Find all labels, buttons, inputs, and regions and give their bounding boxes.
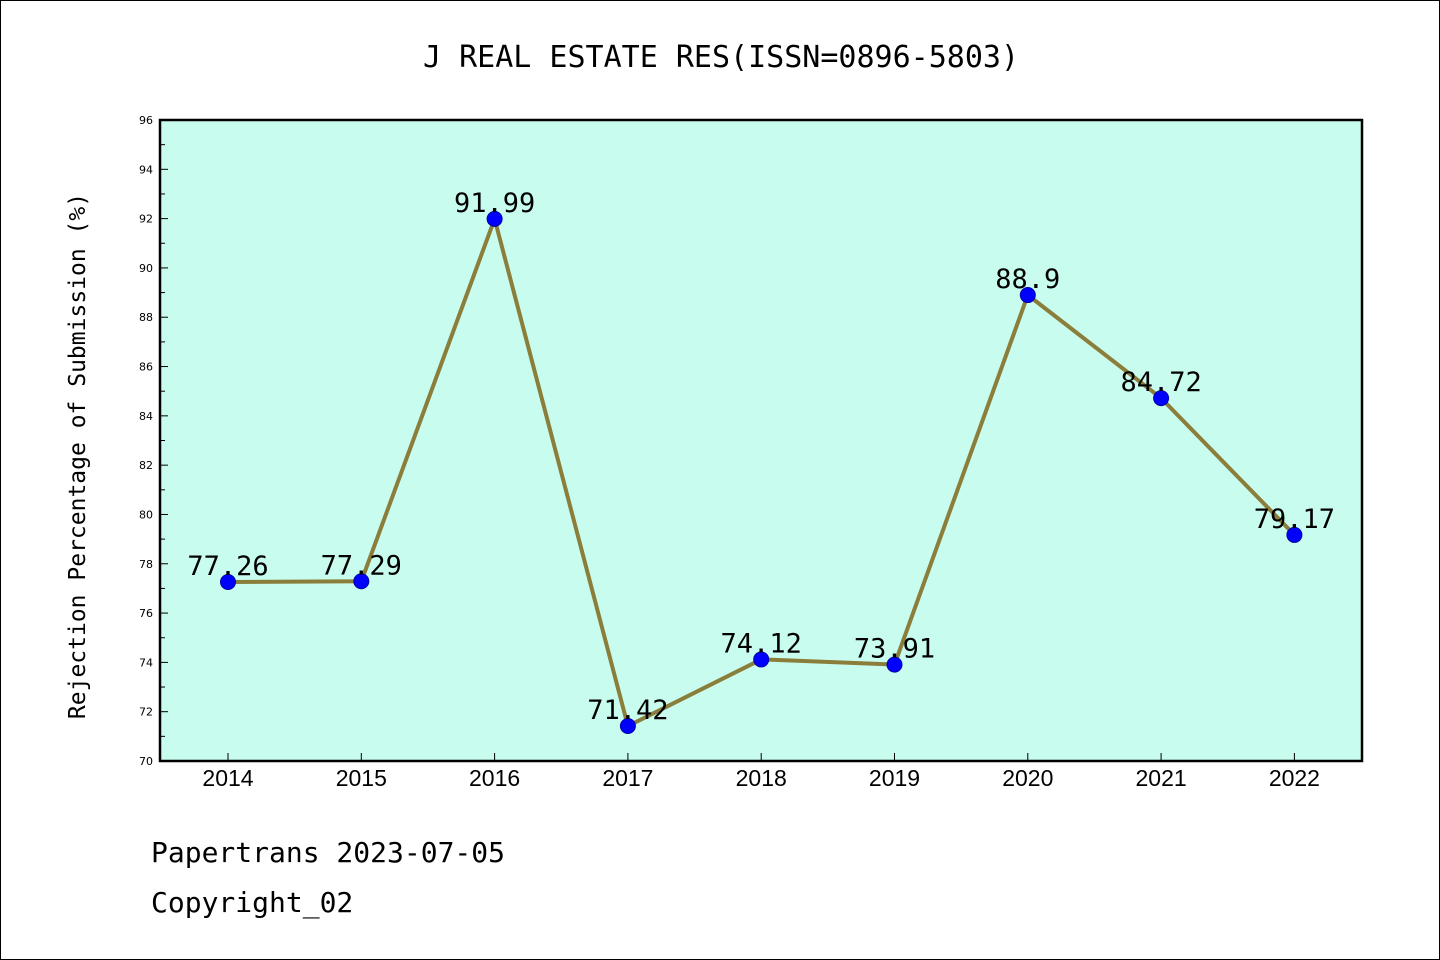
y-axis-label: Rejection Percentage of Submission (%) [65, 193, 91, 719]
x-tick-label: 2019 [869, 765, 920, 791]
x-tick-label: 2015 [336, 765, 387, 791]
y-tick-label: 86 [139, 361, 153, 374]
x-tick-label: 2020 [1002, 765, 1053, 791]
y-tick-label: 78 [139, 558, 153, 571]
y-tick-label: 82 [139, 459, 153, 472]
x-tick-label: 2022 [1269, 765, 1320, 791]
chart-title: J REAL ESTATE RES(ISSN=0896-5803) [423, 40, 1019, 75]
x-tick-label: 2018 [736, 765, 787, 791]
data-point [886, 656, 903, 673]
data-point [1286, 526, 1303, 543]
data-point [1019, 287, 1036, 304]
y-axis-ticks: 70 72 74 76 78 80 82 84 86 88 90 92 94 96 [139, 114, 168, 768]
data-point [353, 573, 370, 590]
y-tick-label: 72 [139, 706, 153, 719]
data-label: 79.17 [1254, 504, 1335, 535]
y-tick-label: 74 [139, 656, 153, 669]
data-point [619, 717, 636, 734]
data-label: 73.91 [854, 634, 935, 665]
data-point [220, 574, 236, 591]
x-tick-label: 2014 [202, 765, 253, 791]
series-group: 77.26 77.29 91.99 71.42 74.12 73.91 88.9 84.72 7… [187, 188, 1335, 734]
data-label: 77.26 [187, 551, 268, 582]
x-axis-ticks: 2014 2015 2016 2017 2018 2019 2020 2021 2022 [202, 753, 1320, 791]
x-tick-label: 2017 [602, 765, 653, 791]
y-tick-label: 90 [139, 262, 153, 275]
data-point [753, 651, 770, 668]
y-tick-label: 70 [139, 755, 153, 768]
footer-copyright: Copyright_02 [151, 886, 354, 919]
data-point [1153, 390, 1170, 407]
y-tick-label: 96 [139, 114, 153, 127]
data-label: 77.29 [321, 550, 402, 581]
data-label: 88.9 [995, 264, 1060, 295]
data-label: 84.72 [1120, 367, 1201, 398]
y-tick-label: 80 [139, 508, 153, 521]
data-label: 74.12 [721, 628, 802, 659]
data-label: 71.42 [587, 695, 668, 726]
plot-border [158, 118, 1364, 763]
y-tick-label: 88 [139, 311, 153, 324]
y-tick-label: 84 [139, 410, 153, 423]
data-label: 91.99 [454, 188, 535, 219]
y-tick-label: 76 [139, 607, 153, 620]
data-point [486, 210, 503, 227]
y-tick-label: 94 [139, 163, 153, 176]
x-tick-label: 2016 [469, 765, 520, 791]
y-tick-label: 92 [139, 213, 153, 226]
footer-date: Papertrans 2023-07-05 [151, 836, 506, 869]
x-tick-label: 2021 [1136, 765, 1187, 791]
